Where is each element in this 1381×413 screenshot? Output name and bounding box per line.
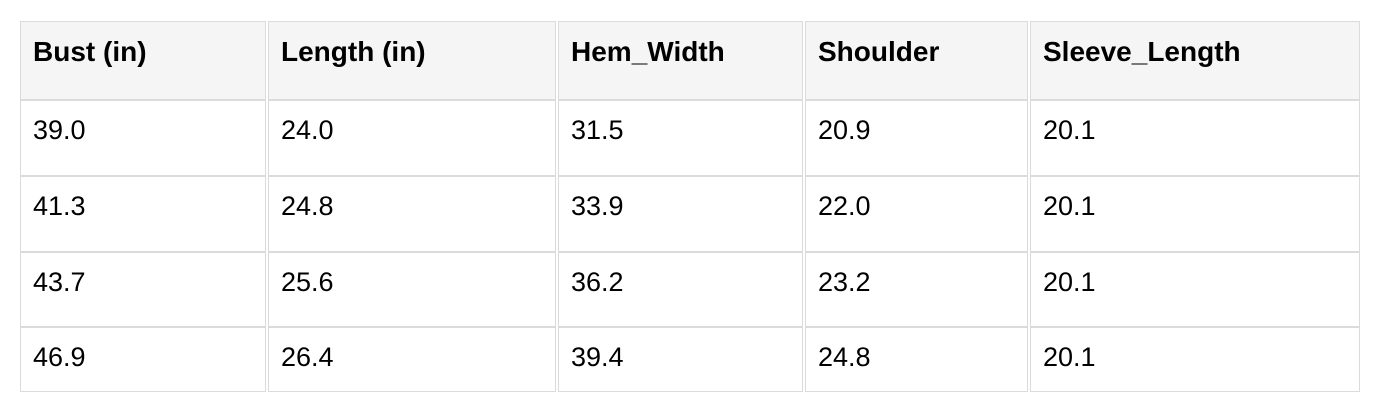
table-cell: 26.4	[268, 327, 556, 392]
table-cell: 24.8	[268, 176, 556, 252]
table-cell: 46.9	[20, 327, 266, 392]
column-header: Sleeve_Length	[1030, 21, 1360, 100]
table-cell: 25.6	[268, 252, 556, 327]
table-row: 39.0 24.0 31.5 20.9 20.1	[20, 100, 1360, 176]
measurements-table: Bust (in) Length (in) Hem_Width Shoulder Sle…	[18, 21, 1362, 392]
table-row: 41.3 24.8 33.9 22.0 20.1	[20, 176, 1360, 252]
table-cell: 20.1	[1030, 100, 1360, 176]
table-header-row: Bust (in) Length (in) Hem_Width Shoulder Sle…	[20, 21, 1360, 100]
table-cell: 33.9	[558, 176, 803, 252]
table-cell: 24.0	[268, 100, 556, 176]
table-cell: 36.2	[558, 252, 803, 327]
table-cell: 20.9	[805, 100, 1028, 176]
table-row: 46.9 26.4 39.4 24.8 20.1	[20, 327, 1360, 392]
table-cell: 22.0	[805, 176, 1028, 252]
table-cell: 31.5	[558, 100, 803, 176]
table-cell: 20.1	[1030, 327, 1360, 392]
column-header: Length (in)	[268, 21, 556, 100]
table-cell: 43.7	[20, 252, 266, 327]
table-cell: 39.4	[558, 327, 803, 392]
column-header: Hem_Width	[558, 21, 803, 100]
table-cell: 20.1	[1030, 176, 1360, 252]
table-cell: 24.8	[805, 327, 1028, 392]
table-cell: 20.1	[1030, 252, 1360, 327]
column-header: Shoulder	[805, 21, 1028, 100]
table-cell: 39.0	[20, 100, 266, 176]
table-row: 43.7 25.6 36.2 23.2 20.1	[20, 252, 1360, 327]
column-header: Bust (in)	[20, 21, 266, 100]
table-cell: 23.2	[805, 252, 1028, 327]
table-cell: 41.3	[20, 176, 266, 252]
